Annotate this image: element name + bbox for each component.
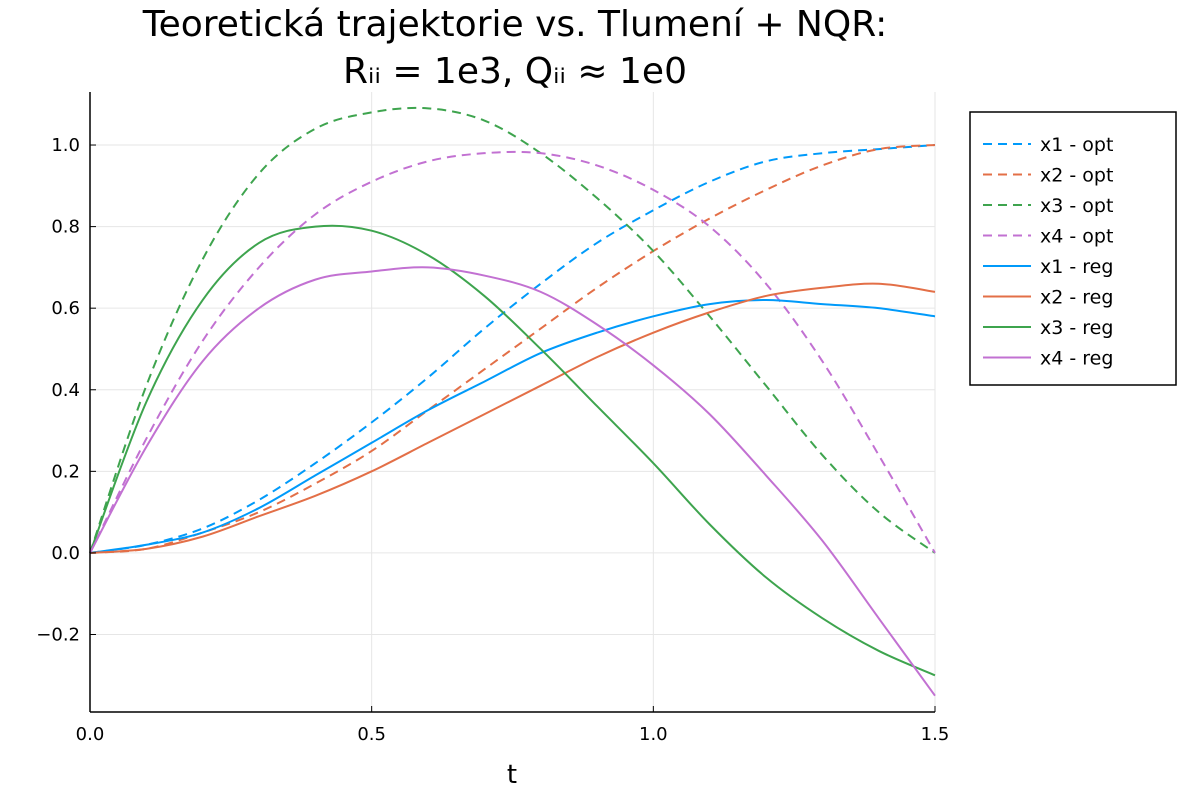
series-line-x2-reg xyxy=(89,282,936,554)
x-tick-label: 1.0 xyxy=(639,724,668,745)
axes xyxy=(89,92,936,713)
legend-label: x4 - reg xyxy=(1040,348,1113,370)
y-tick-label: −0.2 xyxy=(36,625,80,646)
legend-label: x1 - opt xyxy=(1040,134,1113,156)
tick-labels: 0.0 0.5 1.0 1.5 −0.2 0.0 0.2 0.4 0.6 0.8 1.0 xyxy=(36,135,949,745)
x-tick-label: 0.0 xyxy=(76,724,105,745)
y-tick-label: 0.2 xyxy=(51,461,80,482)
x-tick-label: 0.5 xyxy=(357,724,386,745)
chart-title-line-2: Rᵢᵢ = 1e3, Qᵢᵢ ≈ 1e0 xyxy=(343,51,687,92)
legend: x1 - opt x2 - opt x3 - opt x4 - opt x1 - reg… xyxy=(969,111,1177,386)
series-line-x3-reg xyxy=(89,224,936,677)
y-tick-label: 0.6 xyxy=(51,298,80,319)
series-line-x1-reg xyxy=(89,299,936,554)
y-tick-label: 0.0 xyxy=(51,543,80,564)
x-tick-label: 1.5 xyxy=(921,724,950,745)
series-line-x3-opt xyxy=(89,106,936,554)
y-tick-label: 1.0 xyxy=(51,135,80,156)
legend-label: x4 - opt xyxy=(1040,226,1113,248)
series-line-x4-opt xyxy=(89,150,936,554)
y-tick-label: 0.4 xyxy=(51,380,80,401)
series-line-x2-opt xyxy=(89,144,936,554)
legend-label: x1 - reg xyxy=(1040,256,1113,278)
grid xyxy=(89,92,936,712)
legend-box xyxy=(969,111,1177,386)
series-line-x1-opt xyxy=(89,144,936,554)
legend-label: x2 - reg xyxy=(1040,287,1113,309)
legend-label: x3 - reg xyxy=(1040,317,1113,339)
series-lines xyxy=(89,106,936,697)
legend-label: x3 - opt xyxy=(1040,195,1113,217)
legend-label: x2 - opt xyxy=(1040,165,1113,187)
series-line-x4-reg xyxy=(89,266,936,697)
y-tick-label: 0.8 xyxy=(51,217,80,238)
chart-title-line-1: Teoretická trajektorie vs. Tlumení + NQR… xyxy=(142,4,888,45)
x-axis-label: t xyxy=(507,760,517,790)
